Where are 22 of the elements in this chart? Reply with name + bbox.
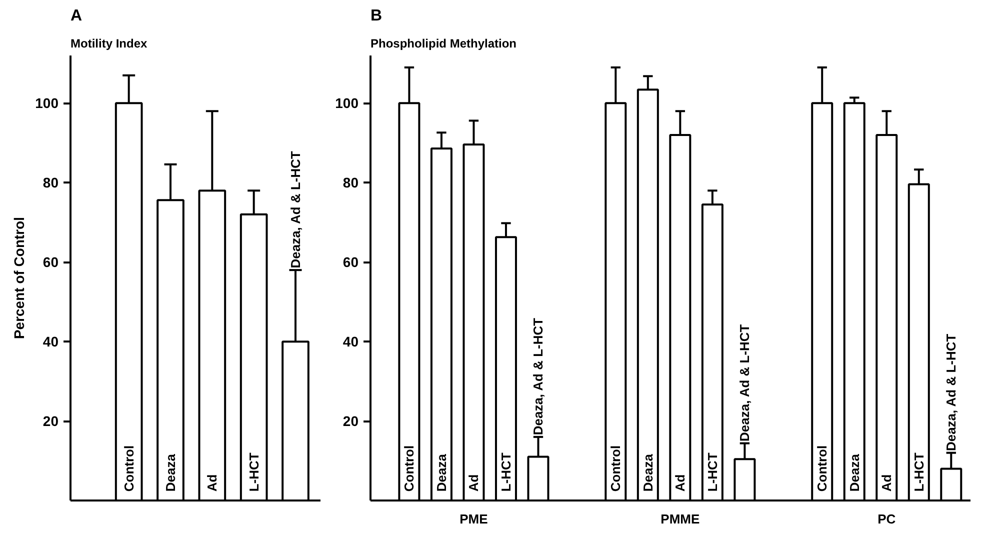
x-tick-label: Deaza	[163, 453, 178, 492]
y-tick-label: 20	[342, 413, 359, 430]
y-axis-title: Percent of Control	[11, 216, 28, 340]
x-tick-label: PME	[460, 512, 488, 526]
chart-title: A	[70, 8, 82, 24]
y-tick-label: 40	[342, 334, 359, 350]
y-tick-label: 20	[42, 413, 59, 430]
x-tick-label: Ad	[204, 474, 220, 492]
y-tick-label: 80	[42, 174, 59, 191]
x-tick-label: PC	[878, 512, 896, 526]
x-tick-label: L-HCT	[246, 452, 262, 492]
y-tick-label: 60	[342, 254, 359, 270]
y-tick-label: 80	[342, 174, 359, 191]
y-tick-label: 100	[335, 95, 359, 112]
x-tick-label: PMME	[660, 512, 700, 526]
y-tick-label: 100	[35, 95, 59, 112]
chart-subtitle: Phospholipid Methylation	[370, 36, 516, 50]
x-tick-label: Control	[121, 445, 136, 492]
chart-subtitle: Motility Index	[70, 36, 148, 50]
chart-title: B	[370, 8, 382, 24]
y-tick-label: 40	[42, 334, 59, 350]
y-tick-label: 60	[42, 254, 59, 270]
